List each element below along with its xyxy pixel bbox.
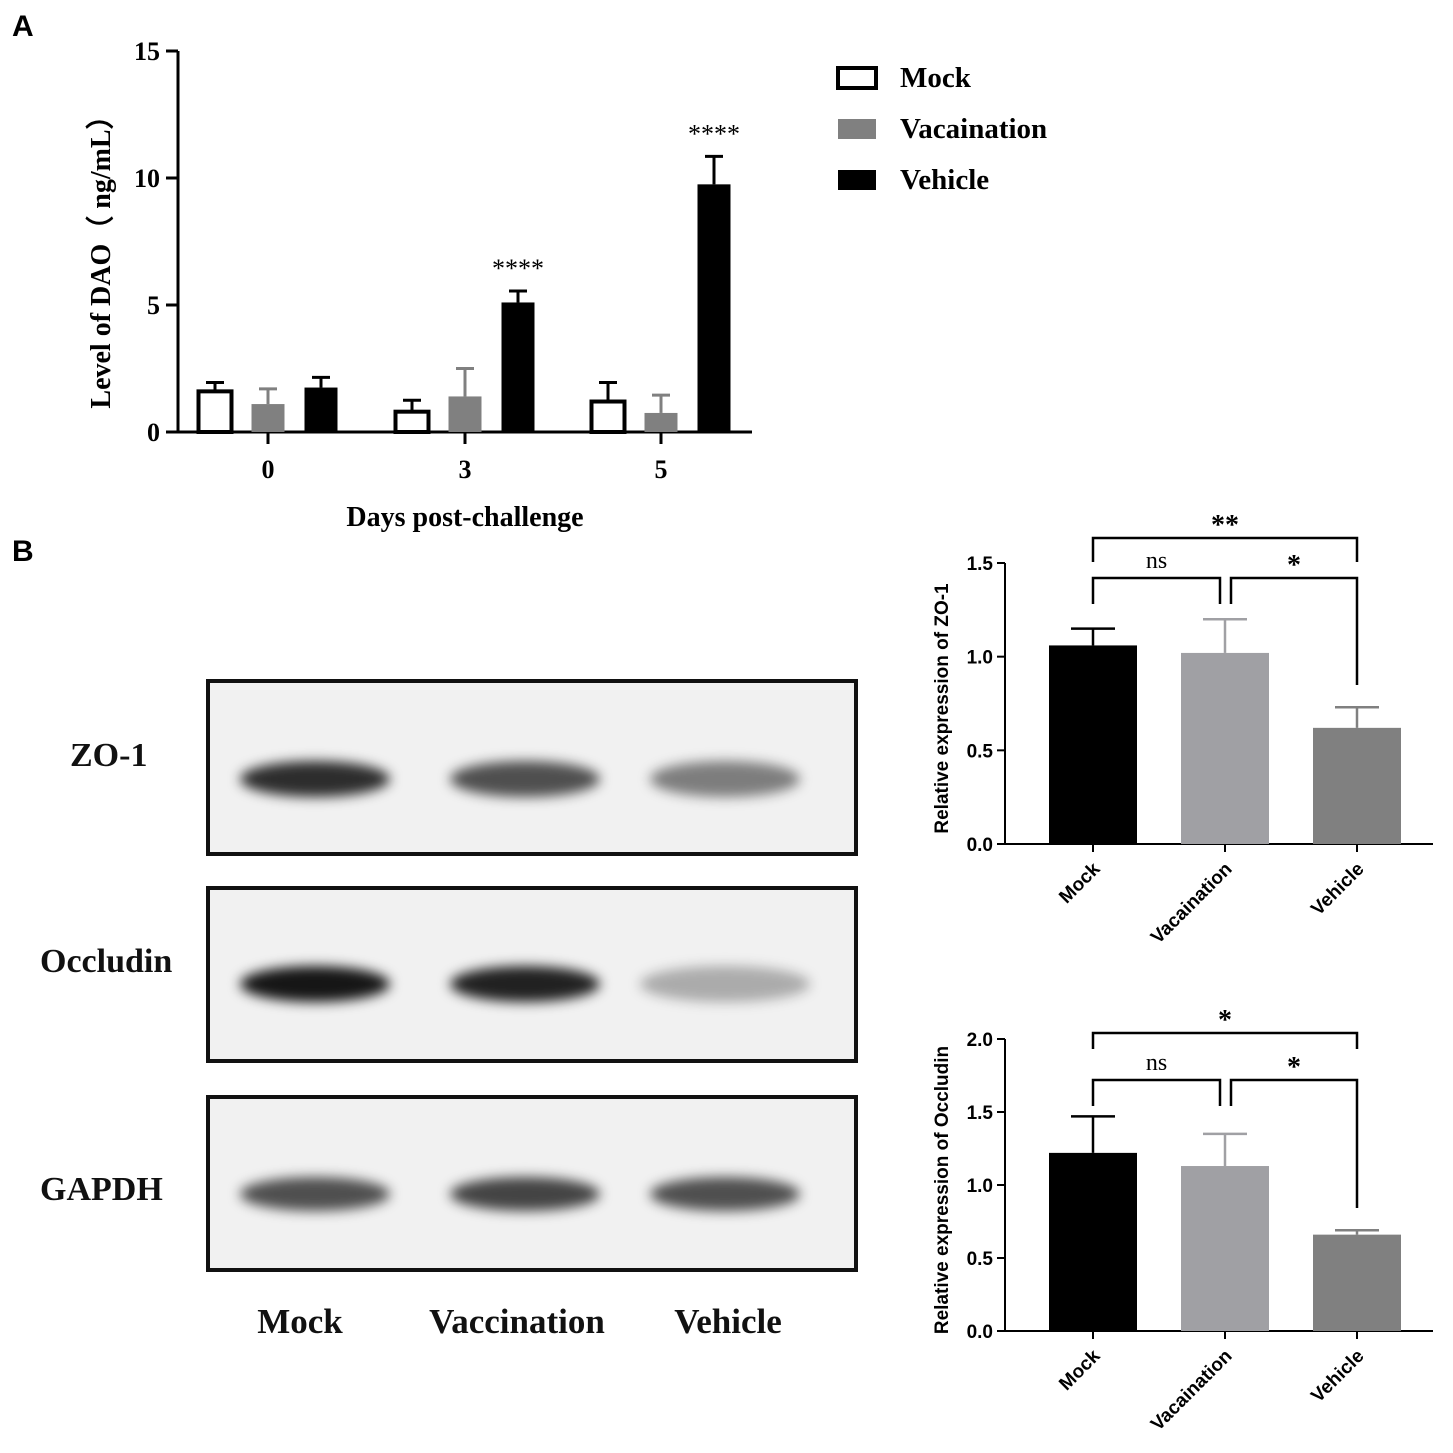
bar-mock (1049, 645, 1137, 844)
legend-label: Mock (900, 62, 972, 94)
blot-band (240, 761, 390, 797)
bar-vacaination (448, 396, 482, 432)
bar-vehicle (501, 302, 535, 432)
zo1-bar-chart: 0.0 0.5 1.0 1.5 Mock Vacaination Vehicle Relati… (932, 510, 1433, 949)
lane-label-vaccination: Vaccination (429, 1302, 605, 1341)
blot-band (640, 966, 810, 1002)
y-tick-label: 1.0 (967, 1176, 993, 1197)
y-tick-label: 15 (134, 37, 160, 66)
blot-band (240, 966, 390, 1002)
blot-strip-gapdh (206, 1095, 858, 1272)
significance-bracket (1091, 576, 1222, 604)
bar-mock (1049, 1152, 1137, 1331)
x-tick-label: 3 (459, 455, 472, 484)
y-tick-label: 5 (147, 291, 160, 320)
y-axis-title: Relative expression of ZO-1 (932, 583, 953, 834)
bar-vehicle (1313, 1234, 1401, 1331)
y-axis-title: Level of DAO（ ng/mL） (84, 101, 117, 408)
legend-swatch-vacaination (838, 119, 876, 139)
blot-label-zo1: ZO-1 (70, 737, 148, 774)
y-tick-label: 2.0 (967, 1030, 993, 1051)
bar-vacaination (1181, 1166, 1269, 1331)
legend-swatch-mock (836, 66, 878, 90)
x-tick-label: Mock (1055, 858, 1104, 907)
blot-label-gapdh: GAPDH (40, 1171, 163, 1208)
bar-vehicle (304, 387, 338, 432)
significance-annotation: **** (688, 119, 740, 148)
y-tick-label: 10 (134, 164, 160, 193)
bar-vehicle (697, 184, 731, 432)
y-tick-label: 0.0 (967, 1322, 993, 1343)
dao-bar-chart: 0 5 10 15 0 3 5 **** **** Days post-challenge Leve… (84, 37, 1047, 533)
blot-band (650, 1177, 800, 1211)
bar-mock (196, 389, 234, 434)
x-tick-label: Vacaination (1147, 1346, 1237, 1436)
y-axis-title: Relative expression of Occludin (932, 1046, 953, 1334)
blot-strip-zo1 (206, 679, 858, 856)
occludin-bar-chart: 0.0 0.5 1.0 1.5 2.0 Mock Vacaination Vehicle Rel… (932, 1005, 1433, 1436)
y-tick-label: 0.0 (967, 835, 993, 856)
panel-label-a: A (12, 10, 34, 43)
bar-vacaination (251, 404, 285, 432)
significance-bracket (1091, 1078, 1222, 1106)
significance-bracket (1091, 536, 1359, 562)
bar-vehicle (1313, 727, 1401, 844)
x-tick-label: Vacaination (1147, 859, 1237, 949)
significance-bracket (1229, 1078, 1359, 1208)
significance-bracket (1091, 1031, 1359, 1049)
bar-vacaination (644, 412, 678, 432)
blot-band (450, 1177, 600, 1211)
y-tick-label: 1.5 (967, 1103, 994, 1124)
bar-vacaination (1181, 652, 1269, 844)
significance-annotation: **** (492, 254, 544, 283)
y-tick-label: 0.5 (967, 741, 994, 762)
bar-mock (393, 409, 431, 434)
x-axis-title: Days post-challenge (346, 502, 583, 533)
significance-label: * (1218, 1005, 1232, 1036)
significance-label: * (1287, 550, 1301, 581)
bar-mock (589, 399, 627, 434)
blot-band (450, 761, 600, 797)
blot-band (450, 966, 600, 1002)
blot-label-occludin: Occludin (40, 943, 173, 980)
significance-label: ns (1146, 548, 1167, 574)
panel-label-b: B (12, 535, 34, 568)
x-tick-label: 0 (262, 455, 275, 484)
significance-bracket (1229, 576, 1359, 685)
legend-label: Vehicle (900, 164, 989, 196)
x-tick-label: 5 (655, 455, 668, 484)
blot-strip-occludin (206, 886, 858, 1063)
x-tick-label: Vehicle (1307, 1346, 1368, 1407)
lane-label-vehicle: Vehicle (674, 1302, 782, 1341)
significance-label: ** (1211, 510, 1239, 541)
significance-label: * (1287, 1052, 1301, 1083)
significance-label: ns (1146, 1050, 1167, 1076)
blot-band (650, 761, 800, 797)
blot-band (240, 1177, 390, 1211)
y-tick-label: 0 (147, 418, 160, 447)
x-tick-label: Vehicle (1307, 859, 1368, 920)
y-tick-label: 0.5 (967, 1249, 994, 1270)
legend-label: Vacaination (900, 113, 1047, 145)
legend-swatch-vehicle (838, 170, 876, 190)
y-tick-label: 1.0 (967, 648, 993, 669)
y-tick-label: 1.5 (967, 554, 994, 575)
lane-label-mock: Mock (257, 1302, 343, 1341)
x-tick-label: Mock (1055, 1345, 1104, 1394)
